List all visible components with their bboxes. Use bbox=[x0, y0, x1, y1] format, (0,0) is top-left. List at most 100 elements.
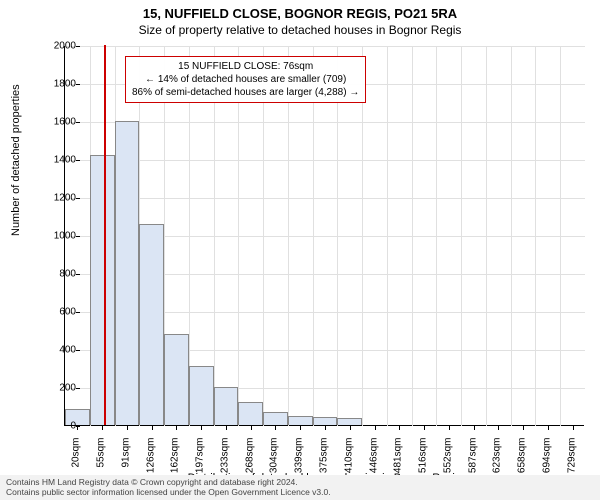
title-line-1: 15, NUFFIELD CLOSE, BOGNOR REGIS, PO21 5… bbox=[0, 6, 600, 23]
xtick-mark bbox=[573, 426, 574, 430]
gridline-v bbox=[387, 46, 388, 426]
gridline-v bbox=[288, 46, 289, 426]
gridline-h bbox=[65, 160, 585, 161]
annotation-line: 15 NUFFIELD CLOSE: 76sqm bbox=[132, 60, 359, 73]
xtick-mark bbox=[251, 426, 252, 430]
xtick-mark bbox=[325, 426, 326, 430]
xtick-label: 339sqm bbox=[294, 438, 305, 482]
ytick-label: 1000 bbox=[36, 231, 76, 242]
gridline-v bbox=[535, 46, 536, 426]
gridline-h bbox=[65, 46, 585, 47]
ytick-label: 0 bbox=[36, 421, 76, 432]
gridline-v bbox=[560, 46, 561, 426]
xtick-label: 126sqm bbox=[145, 438, 156, 482]
xtick-mark bbox=[375, 426, 376, 430]
gridline-v bbox=[337, 46, 338, 426]
xtick-label: 729sqm bbox=[566, 438, 577, 482]
annotation-line: ← 14% of detached houses are smaller (70… bbox=[132, 73, 359, 86]
gridline-v bbox=[214, 46, 215, 426]
reference-line bbox=[104, 45, 106, 425]
footer-line-2: Contains public sector information licen… bbox=[6, 487, 594, 498]
ytick-label: 1200 bbox=[36, 193, 76, 204]
plot-region: 15 NUFFIELD CLOSE: 76sqm← 14% of detache… bbox=[64, 46, 584, 426]
xtick-mark bbox=[226, 426, 227, 430]
histogram-bar bbox=[288, 416, 313, 426]
xtick-label: 375sqm bbox=[319, 438, 330, 482]
gridline-h bbox=[65, 122, 585, 123]
xtick-mark bbox=[399, 426, 400, 430]
ytick-mark bbox=[76, 46, 80, 47]
gridline-v bbox=[436, 46, 437, 426]
ytick-mark bbox=[76, 84, 80, 85]
ytick-mark bbox=[76, 236, 80, 237]
histogram-bar bbox=[189, 366, 214, 425]
xtick-label: 55sqm bbox=[96, 438, 107, 482]
gridline-v bbox=[263, 46, 264, 426]
title-line-2: Size of property relative to detached ho… bbox=[0, 23, 600, 39]
histogram-bar bbox=[313, 417, 338, 425]
ytick-mark bbox=[76, 198, 80, 199]
ytick-mark bbox=[76, 274, 80, 275]
xtick-label: 162sqm bbox=[170, 438, 181, 482]
ytick-mark bbox=[76, 312, 80, 313]
gridline-v bbox=[412, 46, 413, 426]
xtick-label: 91sqm bbox=[120, 438, 131, 482]
xtick-mark bbox=[548, 426, 549, 430]
histogram-bar bbox=[214, 387, 239, 425]
histogram-bar bbox=[238, 402, 263, 425]
histogram-bar bbox=[263, 412, 288, 425]
xtick-mark bbox=[176, 426, 177, 430]
xtick-mark bbox=[127, 426, 128, 430]
xtick-label: 587sqm bbox=[467, 438, 478, 482]
ytick-label: 1600 bbox=[36, 117, 76, 128]
xtick-label: 197sqm bbox=[195, 438, 206, 482]
xtick-mark bbox=[424, 426, 425, 430]
histogram-bar bbox=[164, 334, 189, 425]
xtick-label: 20sqm bbox=[71, 438, 82, 482]
gridline-h bbox=[65, 198, 585, 199]
ytick-label: 1400 bbox=[36, 155, 76, 166]
y-axis-label: Number of detached properties bbox=[10, 84, 22, 236]
xtick-label: 481sqm bbox=[393, 438, 404, 482]
ytick-label: 2000 bbox=[36, 41, 76, 52]
gridline-v bbox=[313, 46, 314, 426]
histogram-bar bbox=[115, 121, 140, 425]
chart-area: 15 NUFFIELD CLOSE: 76sqm← 14% of detache… bbox=[64, 46, 584, 426]
ytick-label: 400 bbox=[36, 345, 76, 356]
xtick-label: 658sqm bbox=[517, 438, 528, 482]
chart-title-block: 15, NUFFIELD CLOSE, BOGNOR REGIS, PO21 5… bbox=[0, 0, 600, 38]
xtick-label: 268sqm bbox=[244, 438, 255, 482]
ytick-label: 800 bbox=[36, 269, 76, 280]
xtick-mark bbox=[102, 426, 103, 430]
xtick-label: 446sqm bbox=[368, 438, 379, 482]
xtick-label: 304sqm bbox=[269, 438, 280, 482]
ytick-mark bbox=[76, 160, 80, 161]
gridline-v bbox=[461, 46, 462, 426]
gridline-v bbox=[511, 46, 512, 426]
xtick-label: 694sqm bbox=[541, 438, 552, 482]
xtick-label: 623sqm bbox=[492, 438, 503, 482]
ytick-label: 200 bbox=[36, 383, 76, 394]
xtick-mark bbox=[300, 426, 301, 430]
annotation-box: 15 NUFFIELD CLOSE: 76sqm← 14% of detache… bbox=[125, 56, 366, 103]
xtick-mark bbox=[350, 426, 351, 430]
xtick-mark bbox=[201, 426, 202, 430]
histogram-bar bbox=[337, 418, 362, 425]
gridline-v bbox=[238, 46, 239, 426]
ytick-mark bbox=[76, 122, 80, 123]
xtick-mark bbox=[523, 426, 524, 430]
ytick-label: 600 bbox=[36, 307, 76, 318]
xtick-label: 552sqm bbox=[442, 438, 453, 482]
ytick-label: 1800 bbox=[36, 79, 76, 90]
xtick-mark bbox=[275, 426, 276, 430]
xtick-label: 516sqm bbox=[418, 438, 429, 482]
xtick-mark bbox=[449, 426, 450, 430]
xtick-mark bbox=[152, 426, 153, 430]
ytick-mark bbox=[76, 388, 80, 389]
ytick-mark bbox=[76, 426, 80, 427]
xtick-mark bbox=[498, 426, 499, 430]
annotation-line: 86% of semi-detached houses are larger (… bbox=[132, 86, 359, 99]
histogram-bar bbox=[90, 155, 115, 425]
histogram-bar bbox=[139, 224, 164, 425]
xtick-label: 233sqm bbox=[219, 438, 230, 482]
